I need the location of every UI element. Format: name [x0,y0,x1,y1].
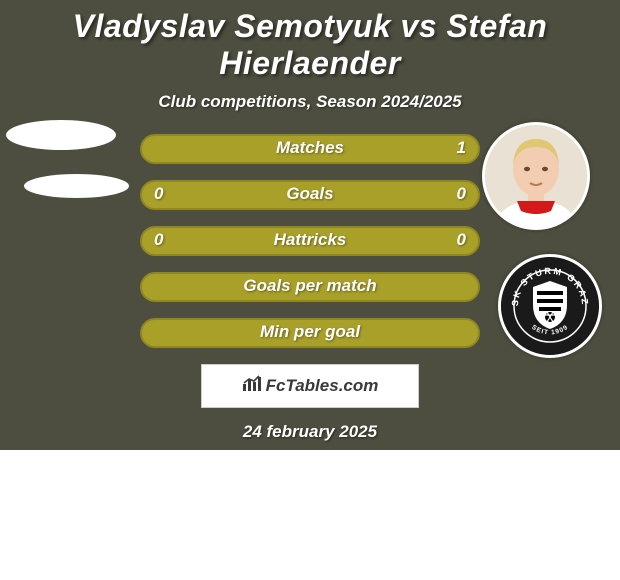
stat-row-matches: Matches 1 [140,134,480,164]
stat-right-value: 0 [457,184,466,204]
footer-date: 24 february 2025 [0,422,620,442]
stat-row-min-per-goal: Min per goal [140,318,480,348]
club-badge-icon: SK STURM GRAZ SEIT 1909 [501,257,599,355]
placeholder-shape [24,174,129,198]
club-left-badge-placeholder [20,250,120,350]
player-right-photo [482,122,590,230]
brand-text: FcTables.com [266,376,379,395]
stat-row-goals-per-match: Goals per match [140,272,480,302]
chart-icon [242,366,262,408]
club-right-badge: SK STURM GRAZ SEIT 1909 [498,254,602,358]
player-portrait-icon [485,125,587,227]
page-title: Vladyslav Semotyuk vs Stefan Hierlaender [0,0,620,82]
brand-badge: FcTables.com [201,364,419,408]
stat-label: Goals [142,184,478,204]
stat-right-value: 0 [457,230,466,250]
stat-right-value: 1 [457,138,466,158]
stat-label: Min per goal [142,322,478,342]
player-left-photo-placeholder [6,120,136,250]
stat-label: Hattricks [142,230,478,250]
stat-row-hattricks: 0 Hattricks 0 [140,226,480,256]
stat-label: Goals per match [142,276,478,296]
placeholder-shape [6,120,116,150]
stat-label: Matches [142,138,478,158]
page-subtitle: Club competitions, Season 2024/2025 [0,92,620,112]
comparison-card: Vladyslav Semotyuk vs Stefan Hierlaender… [0,0,620,450]
stat-row-goals: 0 Goals 0 [140,180,480,210]
